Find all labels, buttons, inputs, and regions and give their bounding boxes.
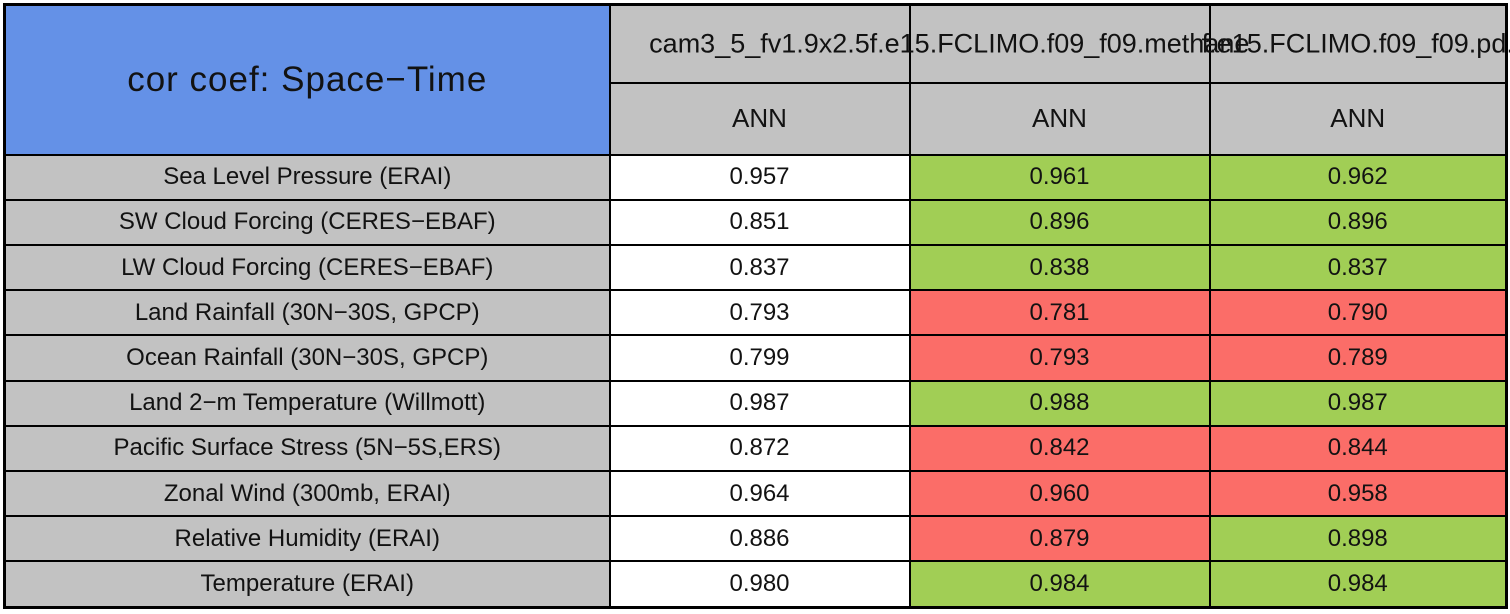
- table-title: cor coef: Space−Time: [127, 59, 488, 99]
- row-label: Land 2−m Temperature (Willmott): [3, 379, 611, 427]
- season-header-1: ANN: [608, 81, 911, 156]
- value-cell: 0.879: [908, 515, 1211, 563]
- table-row: Pacific Surface Stress (5N−5S,ERS) 0.872…: [3, 424, 1508, 473]
- table-body: Sea Level Pressure (ERAI) 0.957 0.961 0.…: [3, 153, 1508, 609]
- table-title-cell: cor coef: Space−Time: [3, 3, 611, 156]
- table-row: Zonal Wind (300mb, ERAI) 0.964 0.960 0.9…: [3, 470, 1508, 518]
- value-cell: 0.799: [608, 334, 911, 382]
- value-cell: 0.957: [608, 153, 911, 201]
- row-label: Sea Level Pressure (ERAI): [3, 153, 611, 201]
- value-cell: 0.984: [1208, 560, 1508, 609]
- season-header-3: ANN: [1208, 81, 1508, 156]
- value-cell: 0.987: [1208, 379, 1508, 427]
- value-cell: 0.962: [1208, 153, 1508, 201]
- row-label: LW Cloud Forcing (CERES−EBAF): [3, 243, 611, 292]
- case-name-text-2: f.e15.FCLIMO.f09_f09.methane: [869, 28, 1250, 59]
- value-cell: 0.960: [908, 470, 1211, 518]
- value-cell: 0.896: [908, 198, 1211, 246]
- value-cell: 0.984: [908, 560, 1211, 609]
- table-row: Sea Level Pressure (ERAI) 0.957 0.961 0.…: [3, 153, 1508, 201]
- table-row: Ocean Rainfall (30N−30S, GPCP) 0.799 0.7…: [3, 334, 1508, 382]
- value-cell: 0.980: [608, 560, 911, 609]
- value-cell: 0.837: [608, 243, 911, 292]
- season-row: ANN ANN ANN: [5, 81, 1508, 156]
- value-cell: 0.793: [608, 289, 911, 337]
- table-row: LW Cloud Forcing (CERES−EBAF) 0.837 0.83…: [3, 243, 1508, 292]
- row-label: Temperature (ERAI): [3, 560, 611, 609]
- season-header-2: ANN: [908, 81, 1211, 156]
- case-header-1: cam3_5_fv1.9x2.5: [608, 3, 911, 84]
- value-cell: 0.886: [608, 515, 911, 563]
- value-cell: 0.789: [1208, 334, 1508, 382]
- value-cell: 0.988: [908, 379, 1211, 427]
- value-cell: 0.961: [908, 153, 1211, 201]
- value-cell: 0.790: [1208, 289, 1508, 337]
- table-header: cor coef: Space−Time cam3_5_fv1.9x2.5 f.…: [3, 3, 1510, 156]
- cor-coef-table: cor coef: Space−Time cam3_5_fv1.9x2.5 f.…: [3, 3, 1510, 609]
- table-row: Land 2−m Temperature (Willmott) 0.987 0.…: [3, 379, 1508, 427]
- case-name-text-3: f.e15.FCLIMO.f09_f09.pd.: [1201, 28, 1510, 59]
- value-cell: 0.987: [608, 379, 911, 427]
- value-cell: 0.898: [1208, 515, 1508, 563]
- value-cell: 0.838: [908, 243, 1211, 292]
- value-cell: 0.964: [608, 470, 911, 518]
- value-cell: 0.958: [1208, 470, 1508, 518]
- case-name-text-1: cam3_5_fv1.9x2.5: [649, 28, 870, 59]
- value-cell: 0.872: [608, 424, 911, 473]
- value-cell: 0.842: [908, 424, 1211, 473]
- row-label: Pacific Surface Stress (5N−5S,ERS): [3, 424, 611, 473]
- row-label: Zonal Wind (300mb, ERAI): [3, 470, 611, 518]
- value-cell: 0.896: [1208, 198, 1508, 246]
- table-row: Land Rainfall (30N−30S, GPCP) 0.793 0.78…: [3, 289, 1508, 337]
- value-cell: 0.844: [1208, 424, 1508, 473]
- row-label: Ocean Rainfall (30N−30S, GPCP): [3, 334, 611, 382]
- case-header-2: f.e15.FCLIMO.f09_f09.methane: [870, 3, 1249, 84]
- table-row: Relative Humidity (ERAI) 0.886 0.879 0.8…: [3, 515, 1508, 563]
- table-row: SW Cloud Forcing (CERES−EBAF) 0.851 0.89…: [3, 198, 1508, 246]
- value-cell: 0.837: [1208, 243, 1508, 292]
- case-header-3: f.e15.FCLIMO.f09_f09.pd.: [1202, 3, 1510, 84]
- value-cell: 0.781: [908, 289, 1211, 337]
- value-cell: 0.851: [608, 198, 911, 246]
- case-name-row: cor coef: Space−Time cam3_5_fv1.9x2.5 f.…: [3, 3, 1510, 156]
- value-cell: 0.793: [908, 334, 1211, 382]
- row-label: Relative Humidity (ERAI): [3, 515, 611, 563]
- row-label: SW Cloud Forcing (CERES−EBAF): [3, 198, 611, 246]
- row-label: Land Rainfall (30N−30S, GPCP): [3, 289, 611, 337]
- table-row: Temperature (ERAI) 0.980 0.984 0.984: [3, 560, 1508, 609]
